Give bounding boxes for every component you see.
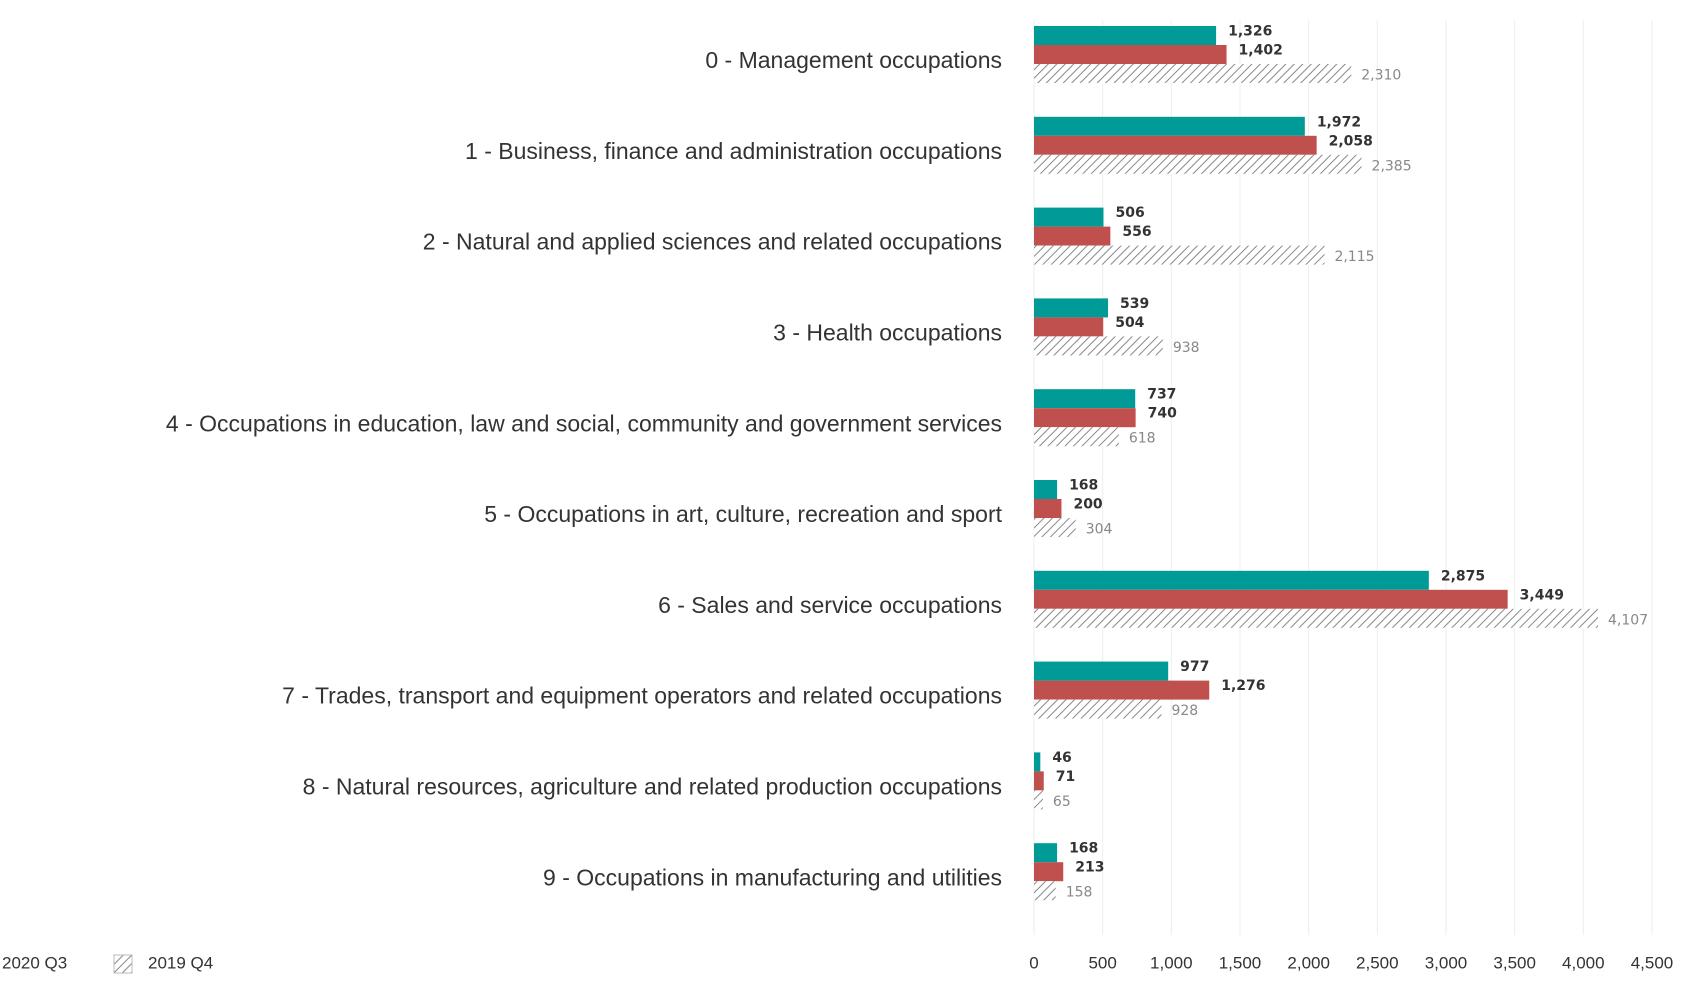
bar [1034, 154, 1362, 174]
bar [1034, 480, 1058, 499]
bar [1034, 336, 1163, 356]
data-label: 158 [1066, 885, 1093, 901]
data-label: 504 [1115, 315, 1144, 331]
bar [1034, 518, 1076, 537]
data-label: 1,972 [1317, 114, 1361, 130]
data-label: 2,058 [1329, 133, 1373, 149]
x-tick-label: 4,500 [1631, 953, 1674, 972]
bar [1034, 881, 1056, 901]
bar [1034, 843, 1058, 863]
data-label: 1,276 [1221, 678, 1265, 694]
y-tick-label: 1 - Business, finance and administration… [465, 138, 1002, 164]
bar [1034, 26, 1217, 45]
bar [1034, 389, 1136, 409]
bar [1034, 317, 1104, 337]
y-tick-label: 0 - Management occupations [705, 47, 1002, 73]
bar [1034, 752, 1041, 772]
bar [1034, 862, 1064, 882]
bar [1034, 135, 1317, 155]
y-tick-label: 4 - Occupations in education, law and so… [166, 410, 1002, 436]
data-label: 506 [1115, 205, 1144, 221]
data-label: 71 [1056, 769, 1075, 785]
data-label: 65 [1053, 794, 1071, 810]
bar [1034, 207, 1104, 227]
x-tick-label: 500 [1088, 953, 1116, 972]
y-tick-label: 2 - Natural and applied sciences and rel… [423, 229, 1002, 255]
data-label: 2,310 [1361, 68, 1401, 84]
data-label: 539 [1120, 296, 1149, 312]
x-tick-label: 1,000 [1150, 953, 1193, 972]
bar [1034, 608, 1599, 628]
x-tick-label: 2,000 [1287, 953, 1330, 972]
data-label: 2,115 [1334, 249, 1374, 265]
y-tick-label: 6 - Sales and service occupations [658, 592, 1002, 618]
data-label: 3,449 [1520, 587, 1564, 603]
data-label: 556 [1122, 224, 1151, 240]
bar [1034, 64, 1352, 83]
data-label: 168 [1069, 841, 1098, 857]
data-label: 2,875 [1441, 568, 1485, 584]
bar [1034, 45, 1227, 64]
bar [1034, 680, 1210, 700]
bar [1034, 570, 1429, 590]
data-label: 938 [1173, 340, 1200, 356]
legend-swatch [113, 954, 133, 974]
data-label: 618 [1129, 431, 1156, 447]
legend-label: 2019 Q4 [148, 953, 213, 972]
data-label: 200 [1073, 497, 1102, 513]
data-label: 740 [1148, 406, 1177, 422]
bar [1034, 661, 1169, 681]
data-label: 4,107 [1608, 612, 1648, 628]
bar [1034, 499, 1062, 518]
data-label: 304 [1086, 522, 1113, 538]
y-tick-label: 8 - Natural resources, agriculture and r… [303, 773, 1002, 799]
x-tick-label: 1,500 [1219, 953, 1262, 972]
x-tick-label: 4,000 [1562, 953, 1605, 972]
bar [1034, 427, 1119, 447]
y-tick-label: 7 - Trades, transport and equipment oper… [282, 683, 1002, 709]
bar [1034, 589, 1508, 609]
bar [1034, 790, 1043, 810]
x-tick-label: 3,000 [1425, 953, 1468, 972]
bar [1034, 298, 1109, 318]
data-label: 46 [1052, 750, 1071, 766]
x-tick-label: 2,500 [1356, 953, 1399, 972]
y-tick-label: 5 - Occupations in art, culture, recreat… [484, 501, 1002, 527]
data-label: 737 [1147, 387, 1176, 403]
data-label: 1,326 [1228, 24, 1272, 40]
x-tick-label: 3,500 [1493, 953, 1536, 972]
bar [1034, 116, 1305, 136]
bar [1034, 226, 1111, 246]
data-label: 168 [1069, 478, 1098, 494]
data-label: 1,402 [1239, 43, 1283, 59]
data-label: 928 [1171, 703, 1198, 719]
bar [1034, 245, 1325, 265]
bar [1034, 699, 1162, 719]
bar [1034, 771, 1044, 791]
legend-label: 2020 Q3 [2, 953, 67, 972]
y-tick-label: 3 - Health occupations [773, 319, 1002, 345]
y-tick-label: 9 - Occupations in manufacturing and uti… [543, 864, 1002, 890]
data-label: 977 [1180, 659, 1209, 675]
data-label: 213 [1075, 860, 1104, 876]
data-label: 2,385 [1372, 158, 1412, 174]
bar [1034, 408, 1136, 428]
x-tick-label: 0 [1029, 953, 1038, 972]
